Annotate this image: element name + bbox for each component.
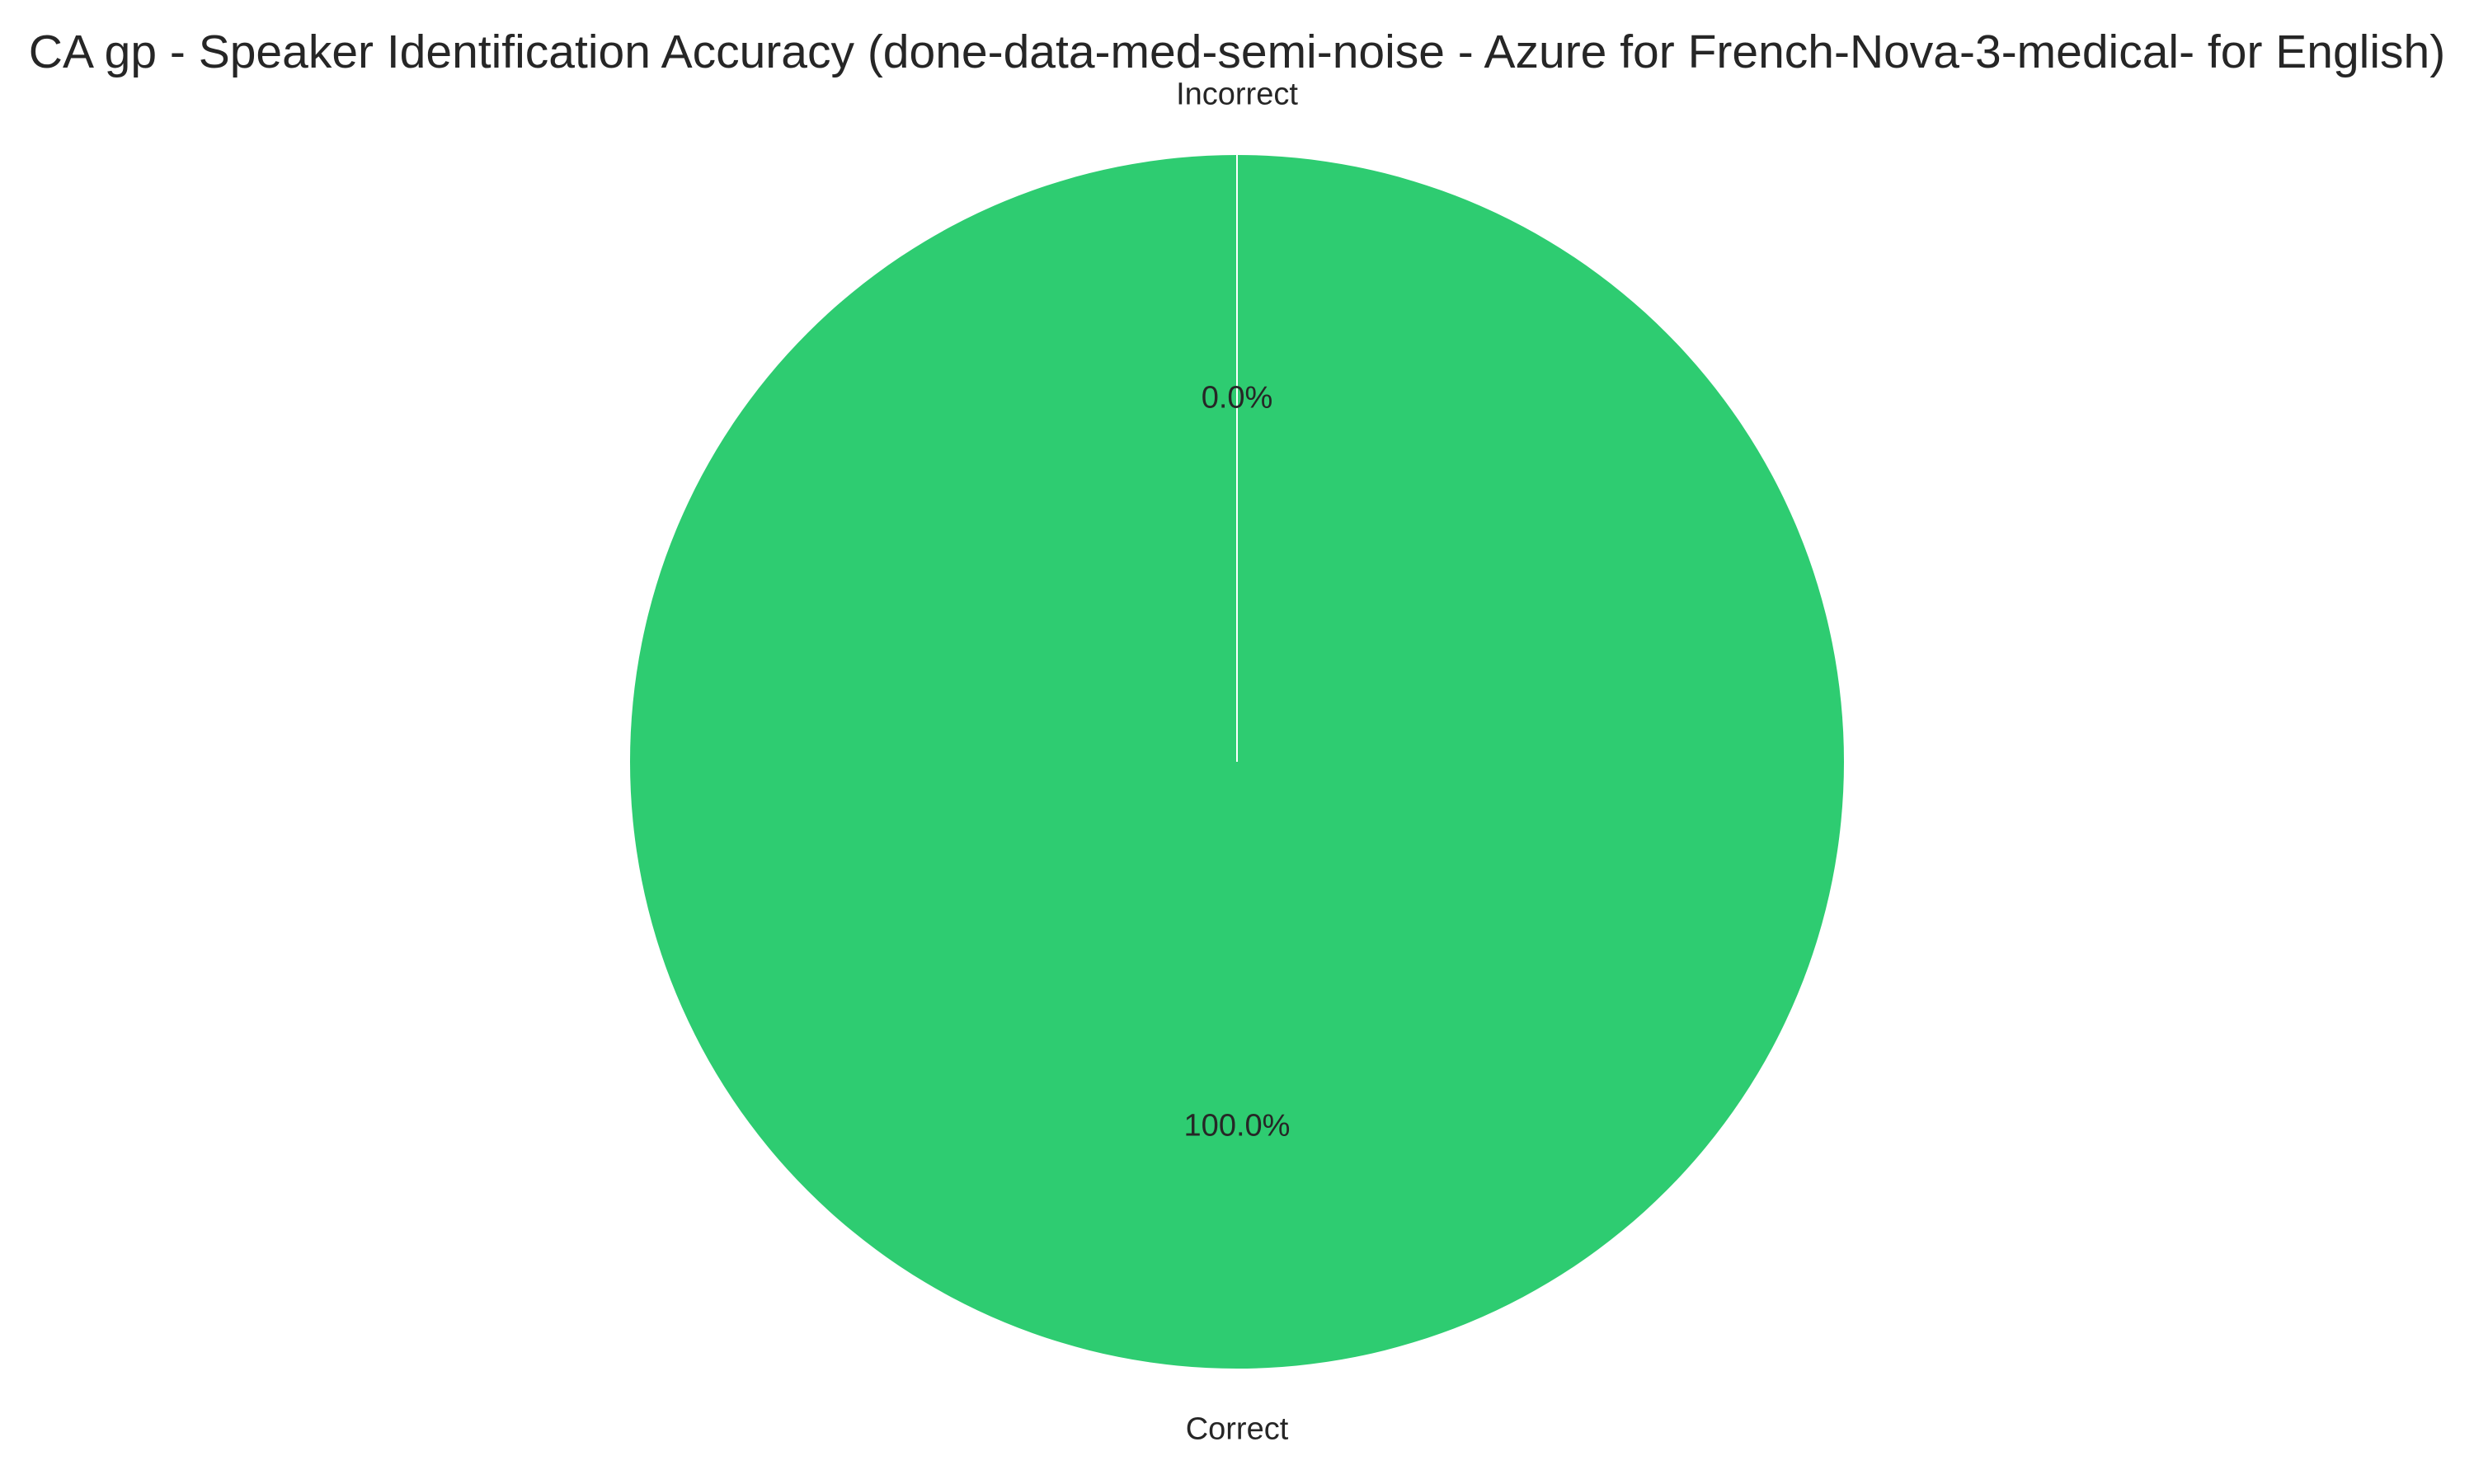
- slice-label-incorrect: Incorrect: [1176, 77, 1298, 111]
- pct-label-correct: 100.0%: [1184, 1109, 1291, 1144]
- chart-title: CA gp - Speaker Identification Accuracy …: [29, 26, 2445, 78]
- pct-label-incorrect: 0.0%: [1202, 380, 1273, 415]
- pie-labels: Correct 100.0% Incorrect 0.0%: [1176, 77, 1298, 1446]
- slice-label-correct: Correct: [1186, 1412, 1289, 1447]
